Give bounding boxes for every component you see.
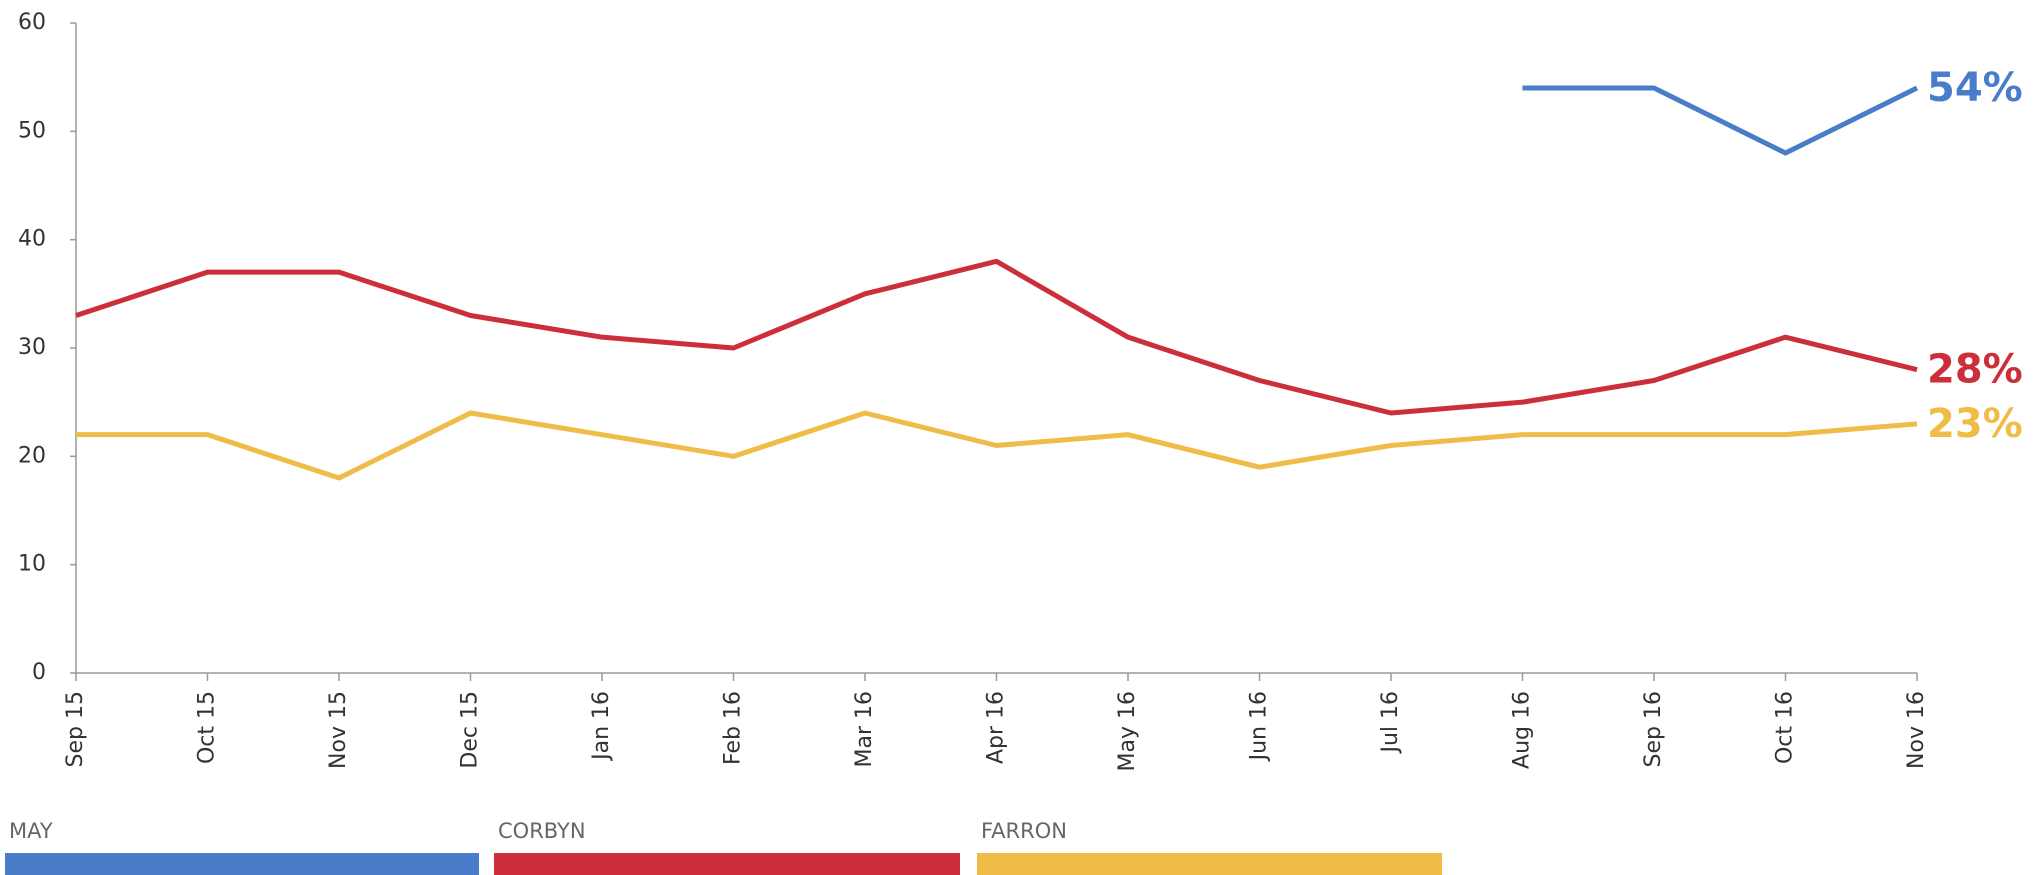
y-tick-label: 0 bbox=[32, 660, 46, 685]
legend-swatch bbox=[977, 853, 1442, 875]
legend-swatch bbox=[494, 853, 960, 875]
x-tick-label: Jan 16 bbox=[589, 691, 614, 762]
y-tick-label: 30 bbox=[18, 335, 46, 360]
x-tick-label: Nov 15 bbox=[326, 691, 351, 769]
end-label: 54% bbox=[1927, 65, 2023, 111]
x-tick-label: Jun 16 bbox=[1247, 691, 1272, 762]
series-line bbox=[76, 410, 1918, 481]
y-tick-label: 10 bbox=[18, 552, 46, 577]
legend-swatch bbox=[5, 853, 479, 875]
x-tick-label: May 16 bbox=[1115, 691, 1140, 771]
x-tick-label: Apr 16 bbox=[984, 691, 1009, 764]
x-tick-label: Jul 16 bbox=[1378, 691, 1403, 755]
x-tick-label: Sep 16 bbox=[1641, 691, 1666, 767]
end-label: 23% bbox=[1927, 401, 2023, 447]
x-tick-label: Oct 15 bbox=[195, 691, 220, 764]
end-label: 28% bbox=[1927, 347, 2023, 393]
series-line bbox=[75, 258, 1918, 416]
legend-label: MAY bbox=[9, 819, 53, 843]
x-tick-label: Feb 16 bbox=[721, 691, 746, 765]
x-tick-label: Dec 15 bbox=[458, 691, 483, 769]
x-tick-label: Oct 16 bbox=[1773, 691, 1798, 764]
y-tick-label: 20 bbox=[18, 443, 46, 468]
legend-label: FARRON bbox=[981, 819, 1067, 843]
y-tick-label: 60 bbox=[18, 10, 46, 35]
x-tick-label: Sep 15 bbox=[63, 691, 88, 767]
y-tick-label: 50 bbox=[18, 118, 46, 143]
x-tick-label: Mar 16 bbox=[852, 691, 877, 768]
x-tick-label: Nov 16 bbox=[1904, 691, 1929, 769]
y-tick-label: 40 bbox=[18, 227, 46, 252]
legend-label: CORBYN bbox=[498, 819, 586, 843]
series-line bbox=[1522, 85, 1919, 156]
x-tick-label: Aug 16 bbox=[1510, 691, 1535, 769]
